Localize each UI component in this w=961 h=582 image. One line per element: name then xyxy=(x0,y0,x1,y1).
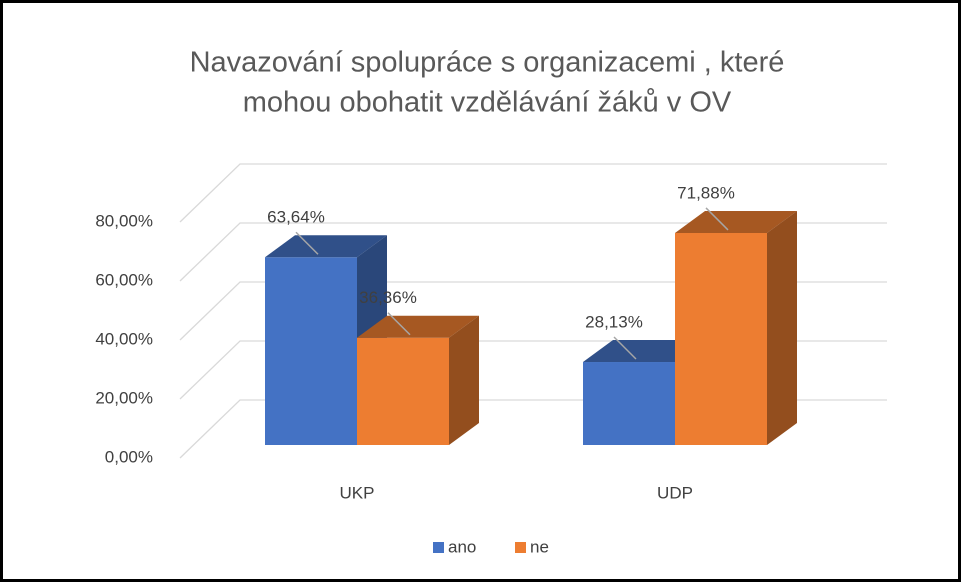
leader-line xyxy=(387,312,411,336)
y-tick-label: 80,00% xyxy=(95,211,153,230)
y-tick-label: 0,00% xyxy=(105,447,153,466)
chart-title: Navazování spolupráce s organizacemi , k… xyxy=(190,47,785,79)
bar-side xyxy=(449,315,479,445)
y-tick-label: 60,00% xyxy=(95,270,153,289)
bar-top xyxy=(357,315,479,338)
leader-line xyxy=(613,336,637,360)
data-label: 36,36% xyxy=(359,288,417,307)
legend-swatch xyxy=(433,542,444,553)
legend-swatch xyxy=(515,542,526,553)
bar-side xyxy=(767,210,797,445)
bar-front xyxy=(675,232,767,445)
legend-label: ano xyxy=(448,537,476,556)
y-tick-label: 20,00% xyxy=(95,388,153,407)
x-tick-label: UDP xyxy=(657,483,693,502)
legend-label: ne xyxy=(530,537,549,556)
grid-line xyxy=(179,163,887,223)
grid-line xyxy=(179,222,887,282)
bar-front xyxy=(265,257,357,445)
grid-line xyxy=(179,281,887,341)
bar-front xyxy=(357,337,449,445)
bar-top xyxy=(583,340,705,363)
data-label: 28,13% xyxy=(585,313,643,332)
bar-front xyxy=(583,362,675,445)
leader-line xyxy=(295,231,319,255)
x-tick-label: UKP xyxy=(340,483,375,502)
data-label: 63,64% xyxy=(267,208,325,227)
bar-top xyxy=(675,210,797,233)
leader-line xyxy=(705,207,729,231)
data-label: 71,88% xyxy=(677,183,735,202)
bar-top xyxy=(265,235,387,258)
chart-title: mohou obohatit vzdělávání žáků v OV xyxy=(243,87,732,119)
y-tick-label: 40,00% xyxy=(95,329,153,348)
